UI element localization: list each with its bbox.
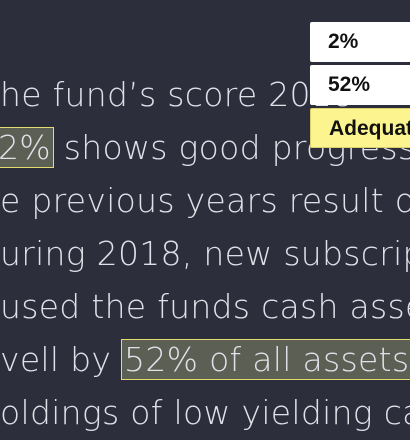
passage-line: he fund’s score 2018 bbox=[0, 75, 354, 114]
option-2-percent[interactable]: 2% bbox=[310, 22, 410, 62]
option-52-percent[interactable]: 52% bbox=[310, 65, 410, 105]
value-options-popup: 2% 52% Adequate bbox=[310, 22, 410, 148]
passage-line: e previous years result of bbox=[0, 181, 410, 220]
highlight-assets-percent[interactable]: 52% of all assets bbox=[121, 339, 410, 380]
passage-line: oldings of low yielding cas bbox=[0, 393, 410, 432]
passage-line: vell by 52% of all assets. bbox=[0, 339, 410, 380]
passage-text: vell by bbox=[0, 340, 123, 379]
option-adequate[interactable]: Adequate bbox=[310, 108, 410, 148]
passage-line: uring 2018, new subscripti bbox=[0, 234, 410, 273]
passage-line: used the funds cash asset bbox=[0, 287, 410, 326]
highlight-score-percent[interactable]: 2% bbox=[0, 127, 54, 168]
